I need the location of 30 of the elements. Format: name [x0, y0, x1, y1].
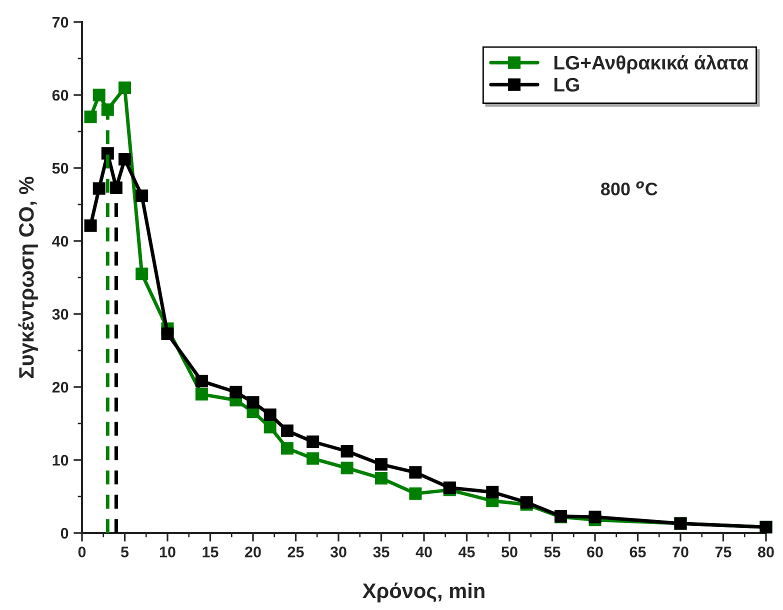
y-tick-label: 40 — [52, 236, 68, 247]
x-tick-label: 65 — [630, 546, 646, 558]
y-tick-label: 20 — [52, 382, 68, 393]
y-tick-label: 30 — [52, 308, 68, 320]
legend-label: LG+Ανθρακικά άλατα — [554, 54, 748, 74]
x-tick-label: 10 — [160, 546, 176, 558]
x-tick-label: 80 — [758, 546, 774, 558]
x-tick-label: 5 — [120, 546, 129, 558]
annotation: 800 $^{o}$C — [600, 181, 658, 196]
y-tick-label: 70 — [52, 16, 68, 28]
x-tick-label: 30 — [330, 546, 346, 558]
y-tick-label: 60 — [52, 90, 68, 101]
x-tick-label: 35 — [373, 546, 390, 558]
x-tick-label: 15 — [202, 546, 218, 558]
x-tick-label: 60 — [587, 546, 603, 558]
x-tick-label: 55 — [544, 546, 560, 558]
x-tick-label: 75 — [715, 546, 732, 558]
y-axis-title: Συγκέντρωση CO, % — [18, 176, 38, 378]
x-tick-label: 0 — [78, 546, 86, 558]
legend-label: LG — [554, 78, 579, 92]
x-tick-label: 45 — [458, 546, 475, 558]
y-tick-label: 0 — [60, 528, 68, 539]
x-axis-title: Χρόνος, min — [362, 582, 484, 602]
x-tick-label: 40 — [416, 546, 432, 558]
y-tick-label: 50 — [52, 162, 68, 174]
x-tick-label: 50 — [501, 546, 518, 558]
y-tick-label: 10 — [52, 454, 68, 466]
x-tick-label: 25 — [288, 546, 304, 558]
x-tick-label: 70 — [672, 546, 688, 558]
x-tick-label: 20 — [245, 546, 261, 558]
